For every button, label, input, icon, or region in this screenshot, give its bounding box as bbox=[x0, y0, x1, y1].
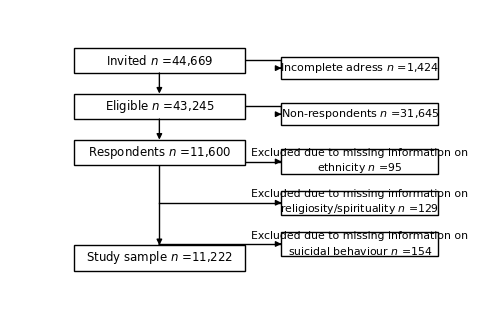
Text: Excluded due to missing information on
religiosity/spirituality $n$ =129: Excluded due to missing information on r… bbox=[252, 189, 468, 216]
FancyBboxPatch shape bbox=[282, 103, 438, 125]
Text: Excluded due to missing information on
ethnicity $n$ =95: Excluded due to missing information on e… bbox=[252, 148, 468, 175]
Text: Invited $n$ =44,669: Invited $n$ =44,669 bbox=[106, 53, 213, 68]
FancyBboxPatch shape bbox=[282, 149, 438, 174]
Text: Excluded due to missing information on
suicidal behaviour $n$ =154: Excluded due to missing information on s… bbox=[252, 231, 468, 257]
FancyBboxPatch shape bbox=[74, 94, 244, 119]
FancyBboxPatch shape bbox=[282, 57, 438, 79]
Text: Eligible $n$ =43,245: Eligible $n$ =43,245 bbox=[104, 98, 214, 115]
FancyBboxPatch shape bbox=[74, 245, 244, 271]
FancyBboxPatch shape bbox=[282, 191, 438, 215]
FancyBboxPatch shape bbox=[74, 48, 244, 73]
Text: Non-respondents $n$ =31,645: Non-respondents $n$ =31,645 bbox=[280, 107, 440, 121]
FancyBboxPatch shape bbox=[74, 140, 244, 165]
FancyBboxPatch shape bbox=[282, 232, 438, 256]
Text: Respondents $n$ =11,600: Respondents $n$ =11,600 bbox=[88, 144, 231, 161]
Text: Study sample $n$ =11,222: Study sample $n$ =11,222 bbox=[86, 249, 233, 266]
Text: Incomplete adress $n$ =1,424: Incomplete adress $n$ =1,424 bbox=[280, 61, 440, 75]
